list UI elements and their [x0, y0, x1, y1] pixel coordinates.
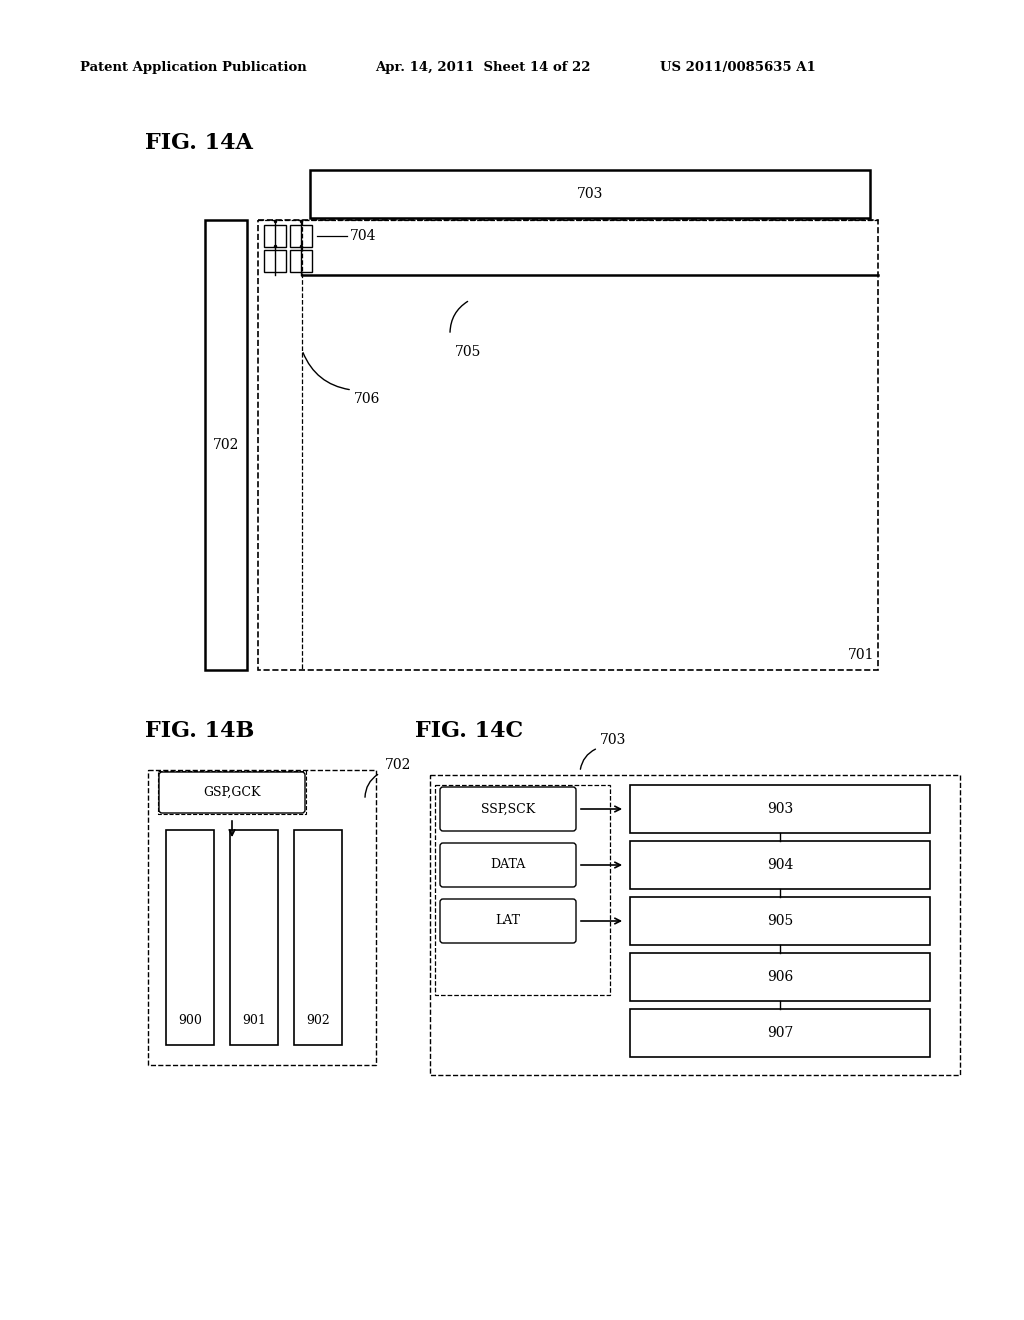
Text: 905: 905	[767, 913, 794, 928]
Text: 904: 904	[767, 858, 794, 873]
Bar	[258, 220, 878, 671]
Text: 900: 900	[178, 1014, 202, 1027]
Text: 706: 706	[354, 392, 380, 407]
Text: DATA: DATA	[490, 858, 525, 871]
Bar	[630, 785, 930, 833]
FancyBboxPatch shape	[440, 843, 575, 887]
Text: Patent Application Publication: Patent Application Publication	[80, 62, 307, 74]
Bar	[290, 224, 312, 247]
Bar	[430, 775, 961, 1074]
Text: 902: 902	[306, 1014, 330, 1027]
Text: 901: 901	[242, 1014, 266, 1027]
Text: FIG. 14C: FIG. 14C	[415, 719, 523, 742]
Bar	[630, 1008, 930, 1057]
Text: 704: 704	[350, 228, 377, 243]
Text: 703: 703	[600, 733, 627, 747]
Bar	[290, 249, 312, 272]
Bar	[630, 953, 930, 1001]
FancyBboxPatch shape	[440, 787, 575, 832]
Bar	[310, 170, 870, 218]
Bar	[148, 770, 376, 1065]
Text: 903: 903	[767, 803, 794, 816]
Bar	[294, 830, 342, 1045]
Text: SSP,SCK: SSP,SCK	[481, 803, 536, 816]
Bar	[205, 220, 247, 671]
Bar	[166, 830, 214, 1045]
Text: 705: 705	[455, 345, 481, 359]
Text: GSP,GCK: GSP,GCK	[203, 785, 261, 799]
Text: 701: 701	[848, 648, 874, 663]
Text: FIG. 14B: FIG. 14B	[145, 719, 254, 742]
Text: 702: 702	[213, 438, 240, 451]
Bar	[230, 830, 278, 1045]
Text: 702: 702	[385, 758, 412, 772]
Bar	[630, 841, 930, 888]
Text: LAT: LAT	[496, 915, 520, 928]
Bar	[158, 771, 306, 814]
Text: FIG. 14A: FIG. 14A	[145, 132, 253, 154]
Text: US 2011/0085635 A1: US 2011/0085635 A1	[660, 62, 816, 74]
Text: 907: 907	[767, 1026, 794, 1040]
FancyBboxPatch shape	[159, 772, 305, 813]
Bar	[264, 249, 286, 272]
Text: 906: 906	[767, 970, 794, 983]
Bar	[435, 785, 610, 995]
Text: Apr. 14, 2011  Sheet 14 of 22: Apr. 14, 2011 Sheet 14 of 22	[375, 62, 591, 74]
Bar	[630, 898, 930, 945]
FancyBboxPatch shape	[440, 899, 575, 942]
Bar	[264, 224, 286, 247]
Text: 703: 703	[577, 187, 603, 201]
